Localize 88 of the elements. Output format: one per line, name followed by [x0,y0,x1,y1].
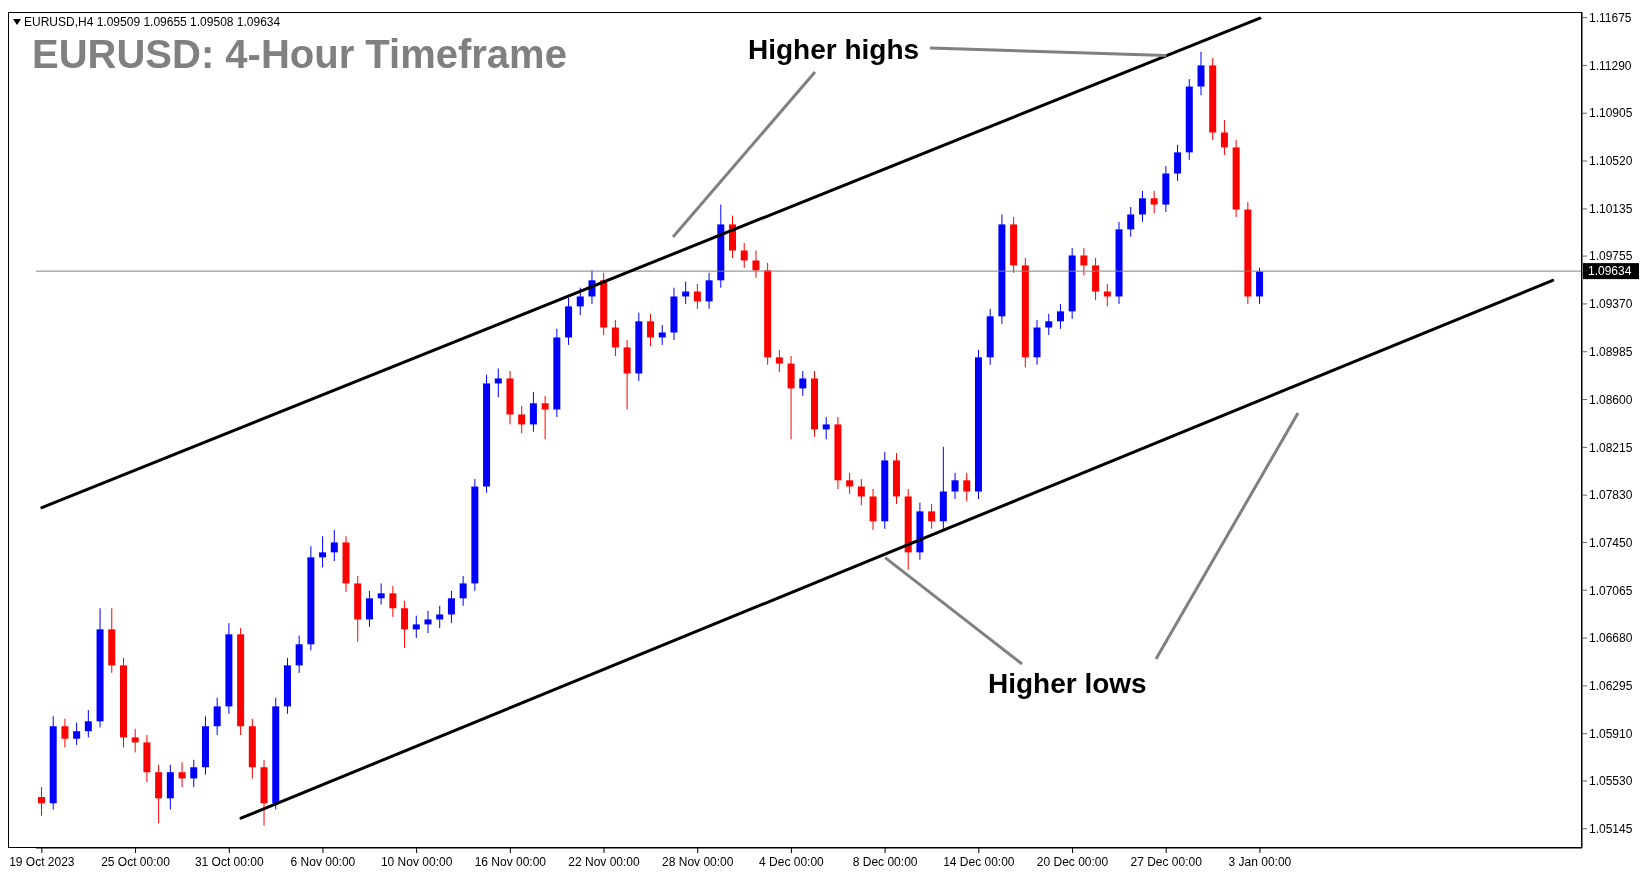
candlestick [963,472,971,502]
y-tick-label: 1.08600 [1589,392,1633,407]
candlestick [459,575,467,607]
candlestick [928,503,936,530]
y-tick-label: 1.06680 [1589,631,1633,646]
candlestick [178,761,186,788]
candlestick [529,391,537,433]
x-tick-label: 19 Oct 2023 [9,855,75,869]
y-tick-label: 1.07830 [1589,488,1633,503]
candlestick [1138,190,1146,223]
ref-line-label: 1.09634 [1588,264,1632,279]
x-tick-label: 16 Nov 00:00 [474,855,547,869]
candlestick [447,590,455,624]
candlestick [705,272,713,310]
candlestick [951,472,959,500]
candlestick [330,529,338,562]
x-tick-label: 22 Nov 00:00 [568,855,641,869]
y-tick-label: 1.08985 [1589,345,1633,359]
x-tick-label: 28 Nov 00:00 [662,855,734,869]
y-tick-label: 1.05910 [1589,726,1633,741]
y-tick-label: 1.10135 [1589,202,1633,217]
y-tick-label: 1.10905 [1589,106,1633,121]
candlestick [38,786,45,817]
candlestick [84,709,92,738]
annotation: Higher highs [748,34,920,66]
candlestick [518,405,526,434]
candlestick [1045,313,1053,336]
candlestick [365,590,373,628]
x-tick-label: 6 Nov 00:00 [290,855,356,869]
candlestick [1056,303,1064,330]
candlestick [61,718,69,748]
candlestick [693,283,701,310]
candlestick [73,722,81,746]
candlestick [822,416,830,440]
candlestick [775,349,783,373]
candlestick [1150,190,1158,214]
candlestick [377,582,385,606]
candlestick [190,759,198,788]
candlestick [740,242,748,269]
candlestick [131,728,139,753]
candlestick [494,368,502,398]
candlestick [412,615,420,639]
candlestick [799,370,807,397]
candlestick [752,250,760,279]
y-tick-label: 1.10520 [1589,154,1633,169]
candlestick [541,395,549,440]
y-tick-label: 1.05145 [1589,822,1633,837]
y-tick-label: 1.06295 [1589,679,1633,694]
x-tick-label: 8 Dec 00:00 [852,855,918,869]
x-tick-label: 3 Jan 00:00 [1228,855,1292,869]
candlestick [647,313,655,347]
candlestick [319,535,327,568]
candlestick [576,287,584,316]
candlestick [436,605,444,629]
candlestick [389,585,397,618]
x-tick-label: 27 Dec 00:00 [1130,855,1203,869]
x-tick-label: 14 Dec 00:00 [943,855,1015,869]
annotation: EURUSD,H4 1.09509 1.09655 1.09508 1.09634 [24,15,281,29]
candlestick [1103,283,1111,307]
candlestick [401,600,409,649]
candlestick [1080,247,1088,276]
x-tick-label: 10 Nov 00:00 [380,855,453,869]
candlestick [682,281,690,305]
x-tick-label: 25 Oct 00:00 [101,855,171,869]
y-tick-label: 1.05530 [1589,774,1633,789]
y-tick-label: 1.07065 [1589,583,1633,598]
candlestick [658,324,666,346]
candlestick [1220,119,1228,156]
candlestick [611,319,619,357]
text: EURUSD: 4-Hour Timeframe [32,32,567,77]
candlestick [1197,51,1205,96]
candlestick [295,635,303,674]
y-tick-label: 1.09755 [1589,249,1633,264]
y-tick-label: 1.07450 [1589,535,1633,550]
candlestick [857,478,865,506]
candlestick [1127,206,1135,238]
annotation: Higher lows [988,668,1147,700]
candlestick [424,610,432,634]
x-tick-label: 20 Dec 00:00 [1036,855,1109,869]
y-tick-label: 1.09370 [1589,297,1633,312]
candlestick [846,472,854,495]
x-tick-label: 4 Dec 00:00 [759,855,825,869]
y-tick-label: 1.11675 [1589,10,1632,25]
candlestick [1174,144,1182,182]
y-tick-label: 1.08215 [1589,440,1633,455]
x-tick-label: 31 Oct 00:00 [194,855,264,869]
candlestick [213,697,221,736]
y-tick-label: 1.11290 [1589,58,1632,73]
